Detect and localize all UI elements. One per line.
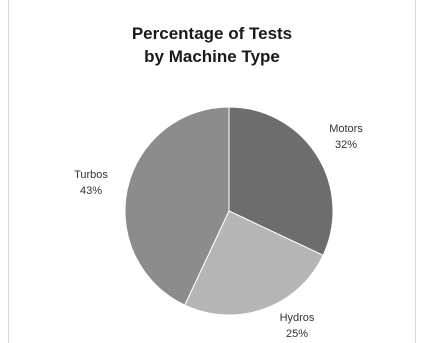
pie-slice-hydros — [184, 210, 324, 316]
slice-label-hydros-name: Hydros — [280, 312, 315, 324]
chart-title: Percentage of Tests by Machine Type — [9, 22, 415, 68]
slice-label-turbos-name: Turbos — [74, 169, 108, 181]
chart-title-line-1: Percentage of Tests — [131, 24, 293, 43]
pie-slice-turbos — [124, 106, 230, 306]
slice-label-turbos-value: 43% — [80, 185, 102, 197]
slice-label-hydros-value: 25% — [286, 328, 308, 340]
slice-label-motors-value: 32% — [335, 139, 357, 151]
pie-slices — [124, 106, 334, 316]
chart-area: Percentage of Tests by Machine Type Moto… — [8, 0, 416, 343]
pie-slice-motors — [228, 106, 334, 256]
pie-labels: Motors 32% Hydros 25% Turbos 43% — [74, 123, 363, 340]
slice-label-motors-name: Motors — [329, 123, 363, 135]
pie-chart: Motors 32% Hydros 25% Turbos 43% — [74, 106, 363, 340]
chart-title-line-2: by Machine Type — [144, 47, 280, 66]
